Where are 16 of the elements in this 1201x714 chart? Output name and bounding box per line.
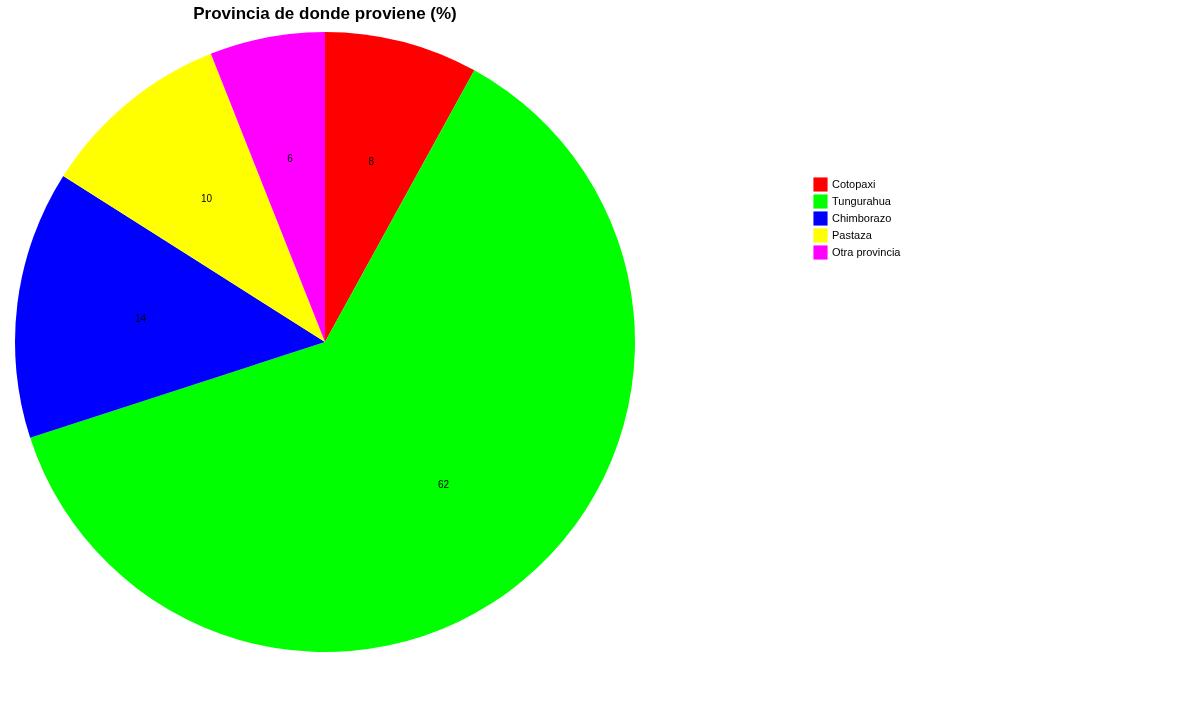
pie-slice — [63, 53, 325, 342]
legend-label: Otra provincia — [832, 245, 902, 258]
data-label: 62 — [438, 479, 450, 491]
data-label: 6 — [287, 153, 294, 165]
legend-label: Pastaza — [832, 228, 873, 241]
pie-slice — [30, 70, 635, 652]
data-label: 8 — [368, 155, 375, 167]
data-label: 14 — [134, 312, 147, 324]
legend-label: Tungurahua — [832, 194, 892, 207]
legend-label: Cotopaxi — [832, 177, 876, 190]
data-label: 10 — [200, 192, 213, 204]
pie-slice — [210, 32, 325, 342]
legend-label: Chimborazo — [832, 211, 892, 224]
chart-title: Provincia de donde proviene (%) — [193, 4, 457, 23]
pie-slice — [15, 175, 325, 438]
pie-slice — [325, 32, 475, 342]
